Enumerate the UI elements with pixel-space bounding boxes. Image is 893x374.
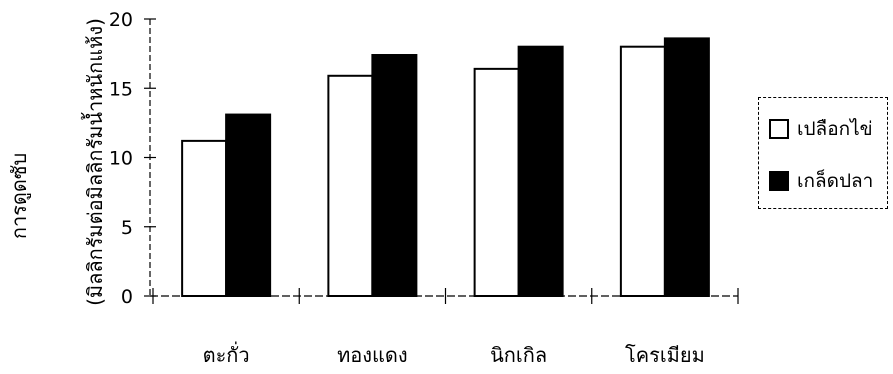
bar-fish-scale-2: [517, 45, 564, 298]
x-tick-label-2: นิกเกิล: [490, 343, 547, 367]
legend-label-eggshell: เปลือกไข่: [797, 118, 873, 140]
y-tick-label-4: 20: [109, 9, 133, 31]
bar-fish-scale-1: [371, 54, 418, 298]
y-tick-label-3: 15: [109, 78, 133, 100]
legend: เปลือกไข่ เกล็ดปลา: [758, 97, 888, 209]
y-axis-title-line1: การดูดซับ: [7, 153, 32, 239]
y-tick-label-0: 0: [121, 286, 133, 308]
y-tick-label-1: 5: [121, 217, 133, 239]
legend-swatch-eggshell: [769, 119, 789, 139]
bar-eggshell-1: [327, 74, 374, 297]
legend-item-eggshell: เปลือกไข่: [769, 114, 873, 144]
bar-eggshell-0: [181, 139, 228, 297]
bar-eggshell-2: [473, 67, 520, 297]
legend-label-fish-scale: เกล็ดปลา: [797, 170, 874, 192]
y-tick-label-2: 10: [109, 148, 133, 170]
x-tick-label-0: ตะกั่ว: [203, 341, 250, 367]
y-axis-title-line2: (มิลลิกรัมต่อมิลลิกรัมน้ำหนักแห้ง): [81, 18, 107, 306]
x-tick-label-3: โครเมียม: [625, 343, 705, 367]
bar-fish-scale-0: [225, 113, 272, 297]
bar-eggshell-3: [619, 45, 666, 298]
x-tick-label-1: ทองแดง: [337, 343, 408, 367]
tick-labels: 0 5 10 15 20 ตะกั่ว ทองแดง นิกเกิล โครเมียม: [109, 9, 705, 367]
legend-swatch-fish-scale: [769, 171, 789, 191]
bar-fish-scale-3: [663, 37, 710, 297]
legend-item-fish-scale: เกล็ดปลา: [769, 166, 873, 196]
bars: [181, 37, 710, 298]
